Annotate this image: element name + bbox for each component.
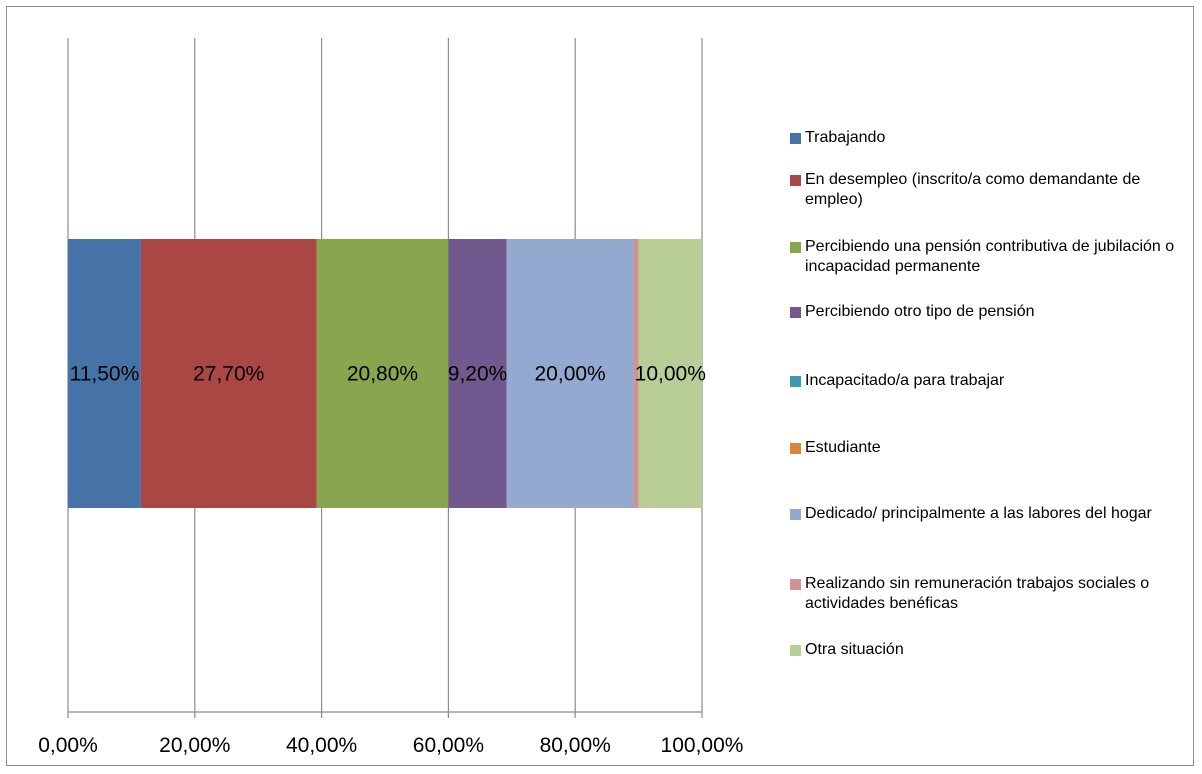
x-tick-label: 80,00% [540, 734, 611, 757]
legend-swatch [790, 579, 801, 590]
legend-item: Trabajando [790, 128, 1200, 148]
legend-item: En desempleo (inscrito/a como demandante… [790, 170, 1200, 210]
legend-item: Dedicado/ principalmente a las labores d… [790, 504, 1200, 524]
legend-label: Realizando sin remuneración trabajos soc… [805, 575, 1150, 612]
legend-label: Dedicado/ principalmente a las labores d… [805, 505, 1152, 522]
bar-segment [638, 239, 702, 508]
legend-label: Percibiendo una pensión contributiva de … [805, 238, 1175, 275]
legend-item: Incapacitado/a para trabajar [790, 371, 1200, 391]
stacked-bar [68, 239, 702, 508]
x-axis: 0,00% 20,00% 40,00% 60,00% 80,00% 100,00% [38, 711, 744, 757]
legend-label: Trabajando [805, 129, 886, 146]
legend-item: Percibiendo otro tipo de pensión [790, 302, 1200, 322]
legend-swatch [790, 307, 801, 318]
legend-label: Otra situación [805, 641, 904, 658]
bar-segment [448, 239, 507, 508]
x-tick-label: 20,00% [159, 734, 230, 757]
legend-swatch [790, 133, 801, 144]
legend-item: Realizando sin remuneración trabajos soc… [790, 574, 1200, 614]
data-label: 20,00% [535, 363, 606, 386]
legend-swatch [790, 645, 801, 656]
data-label: 20,80% [347, 363, 418, 386]
legend-swatch [790, 376, 801, 387]
legend-swatch [790, 443, 801, 454]
legend-swatch [790, 175, 801, 186]
legend-item: Estudiante [790, 438, 1200, 458]
bar-segment [316, 239, 449, 508]
bar-segment [506, 239, 634, 508]
legend: Trabajando En desempleo (inscrito/a como … [790, 0, 1202, 774]
data-label: 9,20% [448, 363, 508, 386]
legend-label: En desempleo (inscrito/a como demandante… [805, 171, 1141, 208]
bar-segment [633, 239, 639, 508]
legend-swatch [790, 242, 801, 253]
legend-item: Percibiendo una pensión contributiva de … [790, 237, 1200, 277]
legend-label: Estudiante [805, 439, 881, 456]
data-labels: 11,50% 27,70% 20,80% 9,20% 20,00% 10,00% [70, 363, 706, 386]
x-tick-label: 40,00% [286, 734, 357, 757]
data-label: 10,00% [635, 363, 706, 386]
bar-segment [68, 239, 141, 508]
legend-label: Incapacitado/a para trabajar [805, 372, 1005, 389]
bar-segment [140, 239, 317, 508]
x-tick-label: 0,00% [38, 734, 98, 757]
data-label: 11,50% [70, 363, 140, 386]
x-tick-label: 100,00% [661, 734, 744, 757]
legend-label: Percibiendo otro tipo de pensión [805, 303, 1035, 320]
legend-item: Otra situación [790, 640, 1200, 660]
x-tick-label: 60,00% [413, 734, 484, 757]
legend-swatch [790, 509, 801, 520]
data-label: 27,70% [193, 363, 264, 386]
